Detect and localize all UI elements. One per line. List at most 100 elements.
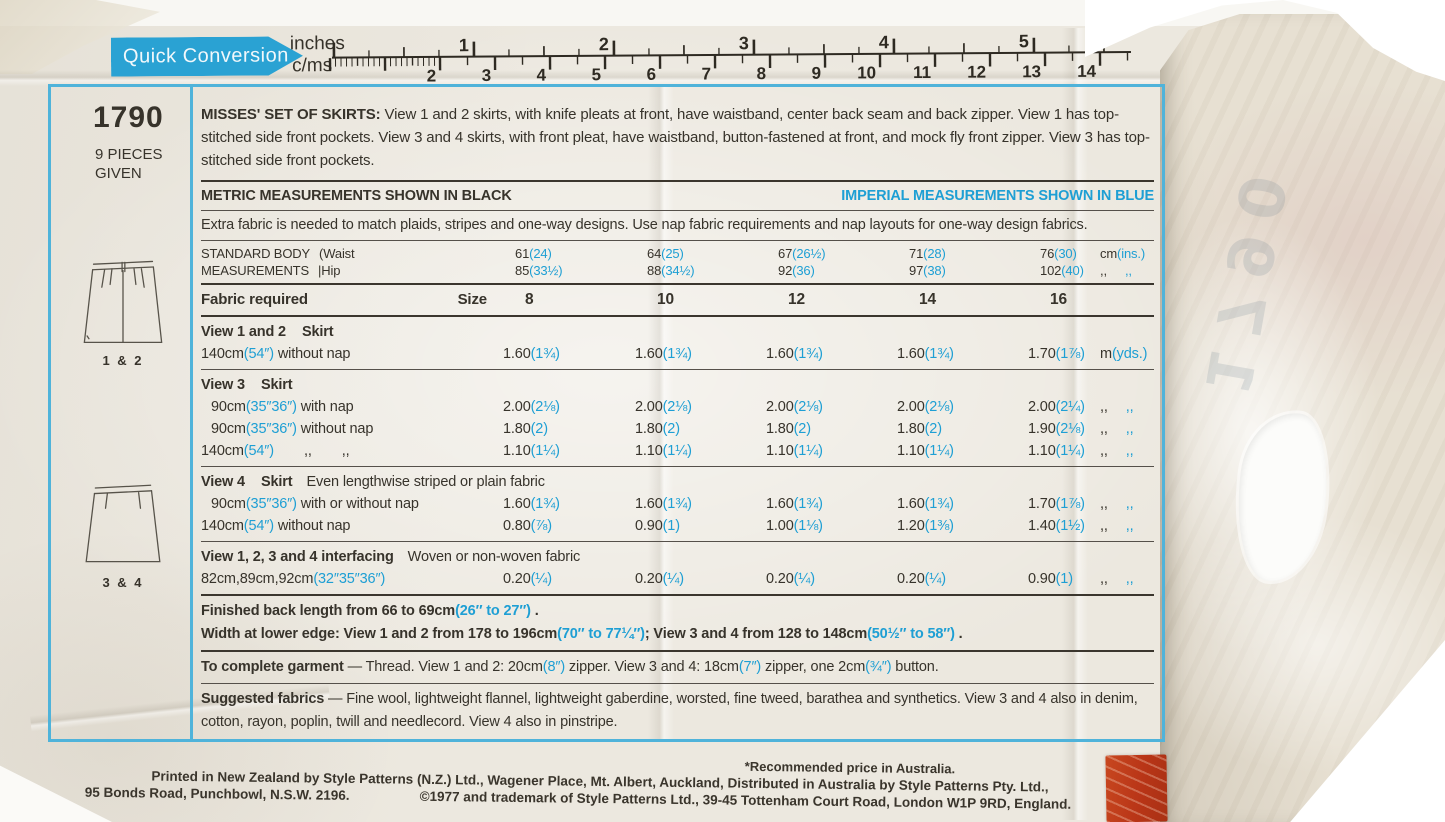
sketch-label: 3 & 4 — [102, 575, 144, 590]
to-complete-garment-line: To complete garment — Thread. View 1 and… — [201, 659, 939, 675]
table-row: 90cm(35″36″) without nap 1.80(2) 1.80(2) 1.… — [201, 418, 1154, 440]
main-content: MISSES' SET OF SKIRTS: View 1 and 2 skir… — [201, 95, 1154, 734]
fabric-value: 1.60(1¾) — [635, 496, 692, 512]
finished-length-line: Finished back length from 66 to 69cm(26″… — [201, 603, 539, 619]
svg-text:3: 3 — [739, 33, 749, 53]
row-label: 90cm(35″36″) without nap — [211, 421, 374, 437]
fabric-value: 1.60(1¾) — [766, 496, 823, 512]
measurements-label: STANDARD BODY (Waist MEASUREMENTS |Hip — [201, 246, 355, 278]
fabric-value: 2.00(2¼) — [1028, 399, 1085, 415]
fabric-value: 1.10(1¼) — [897, 443, 954, 459]
row-label: 140cm(54″),,,, — [201, 443, 350, 459]
fabric-value: 2.00(2⅛) — [503, 399, 560, 415]
fabric-value: 1.10(1¼) — [635, 443, 692, 459]
fabric-value: 1.60(1¾) — [897, 496, 954, 512]
fabric-value: 2.00(2⅛) — [766, 399, 823, 415]
svg-text:8: 8 — [757, 64, 767, 83]
svg-text:10: 10 — [857, 63, 876, 82]
sketch-label: 1 & 2 — [102, 353, 144, 368]
row-unit: ,,,, — [1100, 496, 1134, 512]
svg-text:12: 12 — [967, 63, 986, 82]
fabric-value: 0.90(1) — [1028, 571, 1073, 587]
row-unit: ,,,, — [1100, 571, 1134, 587]
fabric-value: 1.70(1⅞) — [1028, 496, 1085, 512]
row-unit: ,,,, — [1100, 443, 1134, 459]
lower-edge-width-line: Width at lower edge: View 1 and 2 from 1… — [201, 626, 963, 642]
body-measurements-table: STANDARD BODY (Waist MEASUREMENTS |Hip 61(24… — [201, 245, 1154, 279]
table-row: 90cm(35″36″) with nap 2.00(2⅛) 2.00(2⅛) 2.0… — [201, 396, 1154, 418]
table-row: 82cm,89cm,92cm(32″35″36″) 0.20(¼) 0.20(¼) 0… — [201, 568, 1154, 590]
column-divider — [190, 87, 193, 739]
fabric-section: View 4 Skirt Even lengthwise striped or pl… — [201, 471, 1154, 537]
fabric-value: 1.70(1⅞) — [1028, 346, 1085, 362]
divider — [201, 650, 1154, 652]
fabric-value: 0.80(⅞) — [503, 518, 552, 534]
fabric-section: View 1 and 2 Skirt 140cm(54″) without nap 1… — [201, 321, 1154, 365]
size-number: 12 — [788, 291, 805, 308]
divider — [201, 283, 1154, 285]
measurement-value: 61(24) 85(33½) — [515, 246, 563, 278]
svg-text:14: 14 — [1077, 62, 1097, 81]
row-unit: ,,,, — [1100, 399, 1134, 415]
skirt-drawing-icon — [85, 484, 161, 563]
fabric-value: 1.60(1¾) — [503, 496, 560, 512]
pieces-line2: GIVEN — [95, 165, 142, 182]
ruler-ticks: 1 2 3 4 52 3 4 5 6 7 8 9 10 11 12 13 14 — [328, 31, 1131, 85]
fabric-value: 1.80(2) — [503, 421, 548, 437]
skirt-drawing-icon — [83, 260, 163, 344]
svg-text:13: 13 — [1022, 62, 1041, 81]
footer-address: 95 Bonds Road, Punchbowl, N.S.W. 2196. — [84, 784, 350, 803]
divider — [201, 594, 1154, 596]
info-box: 1790 9 PIECES GIVEN 1 & 2 — [48, 84, 1165, 742]
pieces-line1: 9 PIECES — [95, 146, 163, 163]
fabric-value: 1.00(1⅛) — [766, 518, 823, 534]
svg-text:7: 7 — [702, 64, 712, 83]
table-row: 140cm(54″) without nap 0.80(⅞) 0.90(1) 1.00… — [201, 515, 1154, 537]
fabric-value: 2.00(2⅛) — [635, 399, 692, 415]
fabric-value: 0.20(¼) — [897, 571, 946, 587]
fabric-value: 1.60(1¾) — [897, 346, 954, 362]
table-row: 140cm(54″),,,, 1.10(1¼) 1.10(1¼) 1.10(1¼) 1.… — [201, 440, 1154, 462]
measurement-value: 71(28) 97(38) — [909, 246, 946, 278]
section-title: View 1, 2, 3 and 4 interfacing Woven or n… — [201, 549, 581, 565]
fabric-required-label: Fabric required Size — [201, 289, 503, 311]
imperial-note: IMPERIAL MEASUREMENTS SHOWN IN BLUE — [841, 188, 1154, 204]
pieces-given: 9 PIECES GIVEN — [95, 145, 163, 183]
divider — [201, 369, 1154, 370]
size-number: 8 — [525, 291, 534, 308]
envelope-flap — [1160, 14, 1445, 822]
size-number: 10 — [657, 291, 674, 308]
divider — [201, 180, 1154, 182]
svg-text:3: 3 — [482, 66, 492, 85]
divider — [201, 315, 1154, 317]
fabric-section: View 1, 2, 3 and 4 interfacing Woven or n… — [201, 546, 1154, 590]
table-row: 140cm(54″) without nap 1.60(1¾) 1.60(1¾) 1.… — [201, 343, 1154, 365]
row-unit: ,,,, — [1100, 518, 1134, 534]
divider — [201, 541, 1154, 542]
row-label: 82cm,89cm,92cm(32″35″36″) — [201, 571, 386, 587]
divider — [201, 466, 1154, 467]
svg-text:1: 1 — [459, 35, 469, 55]
divider — [201, 210, 1154, 211]
size-row: Fabric required Size 8 10 12 14 16 — [201, 289, 1154, 311]
pattern-number: 1790 — [93, 101, 164, 134]
measurement-value: 67(26½) 92(36) — [778, 246, 826, 278]
fabric-value: 1.60(1¾) — [766, 346, 823, 362]
printer-footer: *Recommended price in Australia. Printed… — [55, 750, 1146, 813]
svg-text:11: 11 — [913, 63, 931, 82]
fabric-requirements-table: View 1 and 2 Skirt 140cm(54″) without nap 1… — [201, 321, 1154, 596]
fabric-value: 1.80(2) — [766, 421, 811, 437]
fabric-value: 2.00(2⅛) — [897, 399, 954, 415]
skirt-sketch-view-1-2: 1 & 2 — [67, 255, 179, 368]
row-unit: ,,,, — [1100, 421, 1134, 437]
fabric-value: 1.10(1¼) — [503, 443, 560, 459]
fabric-value: 1.80(2) — [635, 421, 680, 437]
section-title: View 4 Skirt Even lengthwise striped or pl… — [201, 474, 545, 490]
fabric-value: 1.60(1¾) — [635, 346, 692, 362]
fabric-value: 1.10(1¼) — [1028, 443, 1085, 459]
row-unit: m(yds.) — [1100, 346, 1148, 362]
size-header-row: Fabric required Size 8 10 12 14 16 — [201, 289, 1154, 311]
svg-text:2: 2 — [427, 66, 437, 85]
fabric-value: 1.20(1⅜) — [897, 518, 954, 534]
